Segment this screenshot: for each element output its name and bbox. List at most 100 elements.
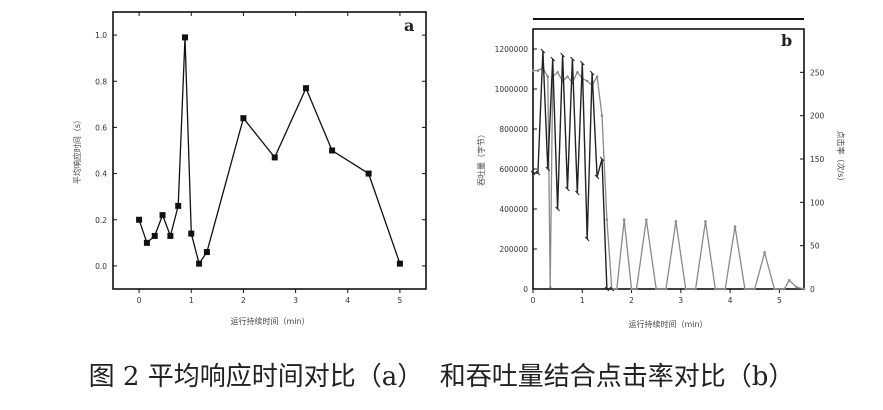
chart-b-throughput-point — [574, 190, 580, 196]
chart-a-ytick-label: 0.0 — [95, 262, 107, 271]
chart-b-hitrate-point — [576, 71, 579, 74]
chart-a-ytick-label: 1.0 — [95, 31, 107, 40]
chart-b-throughput-point — [535, 170, 541, 176]
chart-b-y2tick-label: 50 — [810, 242, 820, 251]
chart-b-hitrate-point — [645, 218, 648, 221]
chart-b-throughput-point — [594, 174, 600, 180]
chart-a-xlabel: 运行持续时间（min） — [230, 316, 309, 326]
chart-b-hitrate-point — [566, 75, 569, 78]
chart-a-xtick-label: 3 — [293, 296, 298, 305]
chart-b-ytick-label: 0 — [523, 285, 528, 294]
chart-b-frame — [532, 28, 805, 290]
chart-b-panel-tag: b — [781, 31, 792, 50]
chart-a-point — [136, 216, 143, 223]
chart-b-hitrate-point — [600, 114, 604, 117]
chart-a-point — [271, 154, 278, 161]
chart-b-hitrate-point — [723, 287, 727, 291]
chart-b-hitrate-point — [787, 279, 791, 282]
chart-a-ylabel: 平均响应时间（s） — [72, 116, 82, 184]
chart-a-xtick-label: 1 — [189, 296, 194, 305]
chart-b-xtick-label: 3 — [678, 296, 683, 305]
chart-a-point — [329, 147, 336, 154]
chart-a-ytick-label: 0.2 — [95, 216, 107, 225]
chart-b-hitrate-point — [694, 287, 697, 291]
chart-a-point — [143, 239, 150, 246]
chart-b-y2tick-label: 150 — [810, 155, 825, 164]
chart-b-hitrate-point — [531, 69, 535, 72]
chart-b-hitrate-point — [733, 225, 737, 228]
chart-b-throughput-point — [609, 286, 615, 292]
chart-b-hitrate-point — [556, 71, 559, 74]
chart-a-ytick-label: 0.8 — [95, 77, 107, 86]
chart-b-hitrate-point — [773, 287, 776, 291]
chart-b-ytick-label: 400000 — [499, 205, 528, 214]
chart-b-hitrate-point — [802, 287, 806, 291]
chart-b-xtick-label: 2 — [629, 296, 634, 305]
chart-b-hitrate-line — [533, 67, 805, 290]
chart-b-ytick-label: 1200000 — [495, 45, 529, 54]
chart-b-hitrate-point — [795, 285, 798, 289]
chart-a-series-line — [138, 37, 401, 266]
chart-a-point — [159, 212, 166, 219]
chart-b-hitrate-point — [605, 218, 609, 221]
chart-a-point — [167, 232, 174, 239]
chart-a-point — [396, 260, 403, 267]
chart-b-hitrate-point — [763, 251, 766, 254]
chart-b-ytick-label: 800000 — [499, 125, 528, 134]
chart-b-throughput-point — [565, 186, 570, 192]
chart-a-point — [303, 85, 310, 92]
chart-a-point — [151, 232, 158, 239]
chart-a-ticks: 0 1 2 3 4 5 0.0 0.2 0.4 0.6 0.8 1.0 — [95, 12, 426, 305]
chart-b-hitrate-point — [743, 287, 747, 291]
chart-b-throughput-line — [533, 50, 612, 290]
chart-b-throughput-point — [530, 170, 536, 176]
chart-a-series — [136, 34, 403, 267]
chart-b-xtick-label: 0 — [531, 296, 536, 305]
chart-b-y2tick-label: 200 — [810, 112, 825, 121]
chart-a-point — [365, 170, 372, 177]
chart-a-xtick-label: 4 — [345, 296, 350, 305]
chart-b-hitrate-point — [595, 75, 599, 78]
chart-b-throughput-point — [579, 60, 585, 66]
chart-b-throughput-point — [589, 70, 595, 76]
chart-a-point — [240, 115, 247, 122]
chart-b-ytick-label: 1000000 — [495, 85, 529, 94]
chart-b-throughput-point — [570, 56, 575, 62]
chart-b-hitrate-point — [684, 287, 688, 291]
chart-b-y2label: 点击率（次/s） — [836, 131, 846, 186]
chart-b-xtick-label: 1 — [580, 296, 585, 305]
chart-b: b 0 1 2 3 4 502000004000006000008000001000000… — [476, 18, 846, 329]
chart-b-hitrate-point — [714, 287, 717, 291]
chart-b-hitrate-point — [585, 79, 589, 83]
chart-b-y2tick-label: 250 — [810, 68, 825, 77]
chart-a-xtick-label: 0 — [137, 296, 142, 305]
chart-b-hitrate-point — [635, 287, 638, 291]
chart-b-throughput-point — [604, 286, 610, 292]
chart-b-throughput-point — [550, 56, 556, 62]
chart-b-hitrate-point — [664, 287, 668, 291]
chart-a-point — [203, 249, 210, 256]
chart-a-point — [175, 202, 182, 209]
chart-a-point — [188, 230, 195, 237]
chart-b-throughput-point — [555, 206, 560, 212]
chart-a-xtick-label: 2 — [241, 296, 246, 305]
chart-b-hitrate-point — [753, 287, 757, 291]
chart-b-hitrate-point — [704, 220, 707, 223]
chart-b-xtick-label: 4 — [728, 296, 733, 305]
chart-b-throughput-point — [540, 48, 546, 54]
chart-a-frame — [112, 11, 427, 290]
chart-a-ytick-label: 0.4 — [95, 170, 107, 179]
chart-a: a 0 1 2 3 4 5 0.0 0.2 0.4 0.6 0.8 1.0 运行持续时间（min） 平… — [72, 11, 427, 326]
chart-b-throughput-point — [584, 236, 590, 242]
chart-a-point — [196, 260, 203, 267]
chart-b-xtick-label: 5 — [777, 296, 782, 305]
chart-b-y2tick-label: 100 — [810, 198, 825, 207]
chart-b-throughput-point — [545, 166, 551, 172]
chart-a-xtick-label: 5 — [398, 296, 403, 305]
figure-caption: 图 2 平均响应时间对比（a） 和吞吐量结合点击率对比（b） — [88, 362, 795, 392]
chart-b-hitrate-point — [536, 69, 540, 72]
chart-b-throughput-point — [560, 52, 565, 58]
chart-b-hitrate-point — [782, 287, 786, 291]
chart-b-hitrate-point — [622, 218, 626, 221]
